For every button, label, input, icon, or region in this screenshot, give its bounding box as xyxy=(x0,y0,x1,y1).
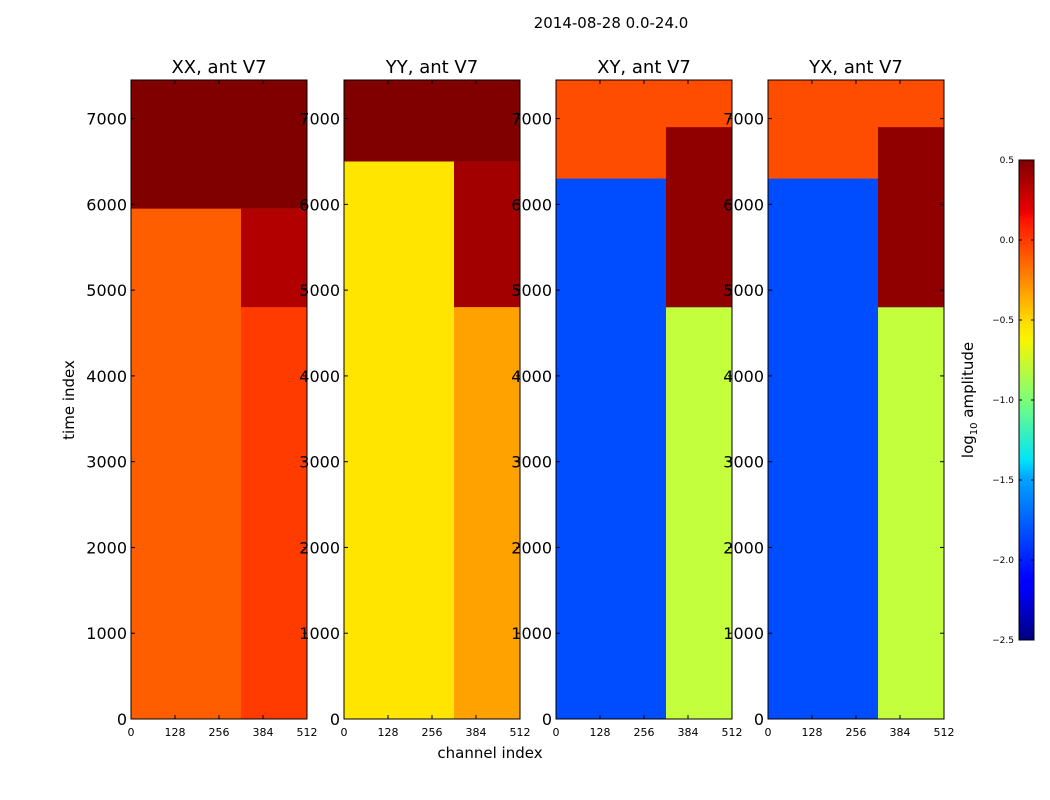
panel-3: XY, ant V7 0 128 256 384 512 0 1000 2000 3000 4000… xyxy=(511,57,742,739)
heatmap-block xyxy=(454,161,520,308)
y-tick-label: 0 xyxy=(117,710,127,729)
y-tick-label: 7000 xyxy=(299,110,340,129)
x-tick-label: 384 xyxy=(466,726,487,739)
panel-title: YY, ant V7 xyxy=(385,57,478,78)
colorbar-tick-label: −2.0 xyxy=(992,556,1014,566)
x-axis-label: channel index xyxy=(437,744,542,762)
y-tick-label: 5000 xyxy=(723,281,764,300)
heatmap-block xyxy=(131,80,307,209)
y-tick-label: 6000 xyxy=(723,195,764,214)
y-axis-label: time index xyxy=(60,360,78,440)
x-tick-label: 384 xyxy=(678,726,699,739)
panel-1: XX, ant V7 0 128 256 384 512 0 1000 2000 3000 4000… xyxy=(86,57,317,739)
colorbar-tick-label: −1.0 xyxy=(992,396,1014,406)
colorbar-tick-label: −1.5 xyxy=(992,476,1014,486)
x-tick-label: 512 xyxy=(934,726,955,739)
x-tick-label: 256 xyxy=(209,726,230,739)
x-tick-label: 512 xyxy=(722,726,743,739)
y-tick-label: 2000 xyxy=(299,538,340,557)
colorbar-label-rest: amplitude xyxy=(959,342,977,423)
x-tick-label: 128 xyxy=(590,726,611,739)
y-tick-label: 2000 xyxy=(511,538,552,557)
y-tick-label: 0 xyxy=(754,710,764,729)
colorbar-tick-label: −0.5 xyxy=(992,316,1014,326)
x-tick-label: 512 xyxy=(297,726,318,739)
colorbar-tick-label: −2.5 xyxy=(992,636,1014,646)
figure-suptitle: 2014-08-28 0.0-24.0 xyxy=(534,14,689,32)
x-tick-label: 0 xyxy=(341,726,348,739)
x-tick-label: 0 xyxy=(765,726,772,739)
panel-4: YX, ant V7 0 128 256 384 512 0 1000 2000 3000 4000… xyxy=(723,57,954,739)
y-tick-label: 3000 xyxy=(511,453,552,472)
y-tick-label: 7000 xyxy=(723,110,764,129)
panel-title: XX, ant V7 xyxy=(171,57,266,78)
x-tick-label: 384 xyxy=(253,726,274,739)
y-tick-label: 2000 xyxy=(723,538,764,557)
colorbar-tick-label: 0.0 xyxy=(1000,236,1015,246)
x-tick-label: 256 xyxy=(422,726,443,739)
y-tick-label: 3000 xyxy=(299,453,340,472)
y-tick-label: 2000 xyxy=(86,538,127,557)
x-tick-label: 256 xyxy=(634,726,655,739)
x-tick-label: 0 xyxy=(128,726,135,739)
panel-2: YY, ant V7 0 128 256 384 512 0 1000 2000 3000 4000… xyxy=(299,57,530,739)
x-tick-label: 128 xyxy=(165,726,186,739)
y-tick-label: 6000 xyxy=(86,195,127,214)
y-tick-label: 3000 xyxy=(723,453,764,472)
y-tick-label: 1000 xyxy=(723,624,764,643)
x-tick-label: 384 xyxy=(890,726,911,739)
colorbar-label-main: log xyxy=(959,435,977,458)
y-tick-label: 6000 xyxy=(299,195,340,214)
y-tick-label: 3000 xyxy=(86,453,127,472)
panel-title: XY, ant V7 xyxy=(597,57,691,78)
heatmap-block xyxy=(454,307,520,719)
y-tick-label: 5000 xyxy=(511,281,552,300)
y-tick-label: 1000 xyxy=(511,624,552,643)
panel-title: YX, ant V7 xyxy=(808,57,903,78)
heatmap-block xyxy=(666,307,732,719)
colorbar-ticks: 0.5 0.0 −0.5 −1.0 −1.5 −2.0 −2.5 xyxy=(992,156,1034,646)
y-tick-label: 4000 xyxy=(86,367,127,386)
y-tick-label: 5000 xyxy=(86,281,127,300)
colorbar-label-sub: 10 xyxy=(969,422,980,435)
heatmap-block xyxy=(241,307,307,719)
y-tick-label: 5000 xyxy=(299,281,340,300)
y-tick-label: 0 xyxy=(542,710,552,729)
y-tick-label: 1000 xyxy=(86,624,127,643)
y-tick-label: 7000 xyxy=(86,110,127,129)
y-tick-label: 0 xyxy=(330,710,340,729)
heatmap-block xyxy=(344,80,520,162)
y-tick-label: 7000 xyxy=(511,110,552,129)
colorbar: 0.5 0.0 −0.5 −1.0 −1.5 −2.0 −2.5 log10 amplitu… xyxy=(959,156,1035,646)
colorbar-label: log10 amplitude xyxy=(959,342,980,458)
heatmap-block xyxy=(241,208,307,308)
x-tick-label: 128 xyxy=(802,726,823,739)
panels-group: XX, ant V7 0 128 256 384 512 0 1000 2000 3000 4000… xyxy=(86,57,954,739)
x-tick-label: 128 xyxy=(378,726,399,739)
x-tick-label: 256 xyxy=(846,726,867,739)
y-tick-label: 1000 xyxy=(299,624,340,643)
x-tick-label: 512 xyxy=(510,726,531,739)
heatmap-block xyxy=(878,307,944,719)
heatmap-block xyxy=(666,127,732,308)
y-tick-label: 6000 xyxy=(511,195,552,214)
y-tick-label: 4000 xyxy=(299,367,340,386)
colorbar-tick-label: 0.5 xyxy=(1000,156,1014,166)
heatmap-block xyxy=(878,127,944,308)
y-tick-label: 4000 xyxy=(723,367,764,386)
y-tick-label: 4000 xyxy=(511,367,552,386)
x-tick-label: 0 xyxy=(553,726,560,739)
